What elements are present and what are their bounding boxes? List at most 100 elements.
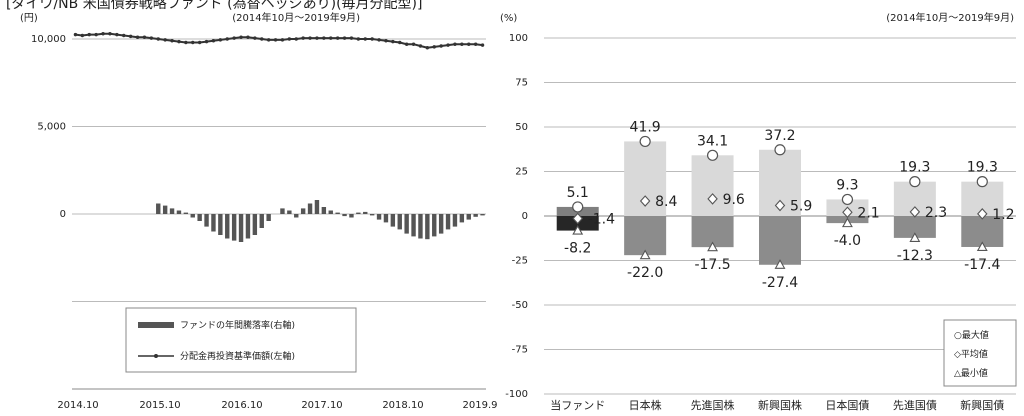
annual-return-bar — [156, 203, 161, 214]
category-label: 先進国株 — [691, 398, 735, 412]
annual-return-bar — [425, 214, 430, 240]
nav-point — [439, 44, 443, 48]
min-marker — [774, 259, 786, 269]
legend-line-label: 分配金再投資基準価額(左軸) — [180, 350, 295, 362]
nav-point — [308, 36, 312, 40]
max-value-label: 19.3 — [967, 160, 998, 176]
avg-value-label: 2.3 — [925, 205, 947, 221]
annual-return-bar — [480, 214, 485, 216]
avg-value-label: 9.6 — [723, 192, 745, 208]
nav-point — [342, 36, 347, 40]
annual-return-bar — [376, 214, 382, 220]
range-markers — [572, 135, 988, 269]
nav-point — [418, 44, 423, 48]
annual-return-bar — [363, 211, 368, 214]
annual-return-bar — [473, 214, 478, 217]
left-y-tick-label: 0 — [60, 209, 66, 220]
left-x-tick-label: 2014.10 — [57, 400, 98, 411]
max-value-label: 9.3 — [836, 177, 858, 193]
annual-return-bar — [369, 214, 375, 216]
return-range-chart: 100 75 50 25 0 -25 -50 -75 -100 5.1 -1.4 -8.2 41.9 8… — [505, 33, 1017, 412]
min-marker — [909, 232, 921, 242]
nav-point — [432, 45, 436, 49]
nav-point — [135, 35, 140, 39]
right-y-ticks: 100 75 50 25 0 -25 -50 -75 -100 — [505, 33, 528, 400]
max-marker — [909, 176, 921, 188]
annual-return-bar — [404, 214, 409, 234]
right-y-tick-label: -75 — [512, 345, 528, 356]
nav-point — [404, 42, 409, 46]
nav-point — [246, 35, 250, 39]
category-label: 日本株 — [629, 398, 662, 412]
annual-return-bar — [411, 214, 416, 237]
annual-return-bar — [218, 214, 223, 235]
nav-point — [329, 36, 333, 40]
avg-marker — [977, 208, 988, 220]
annual-return-bar — [452, 214, 458, 227]
nav-point — [170, 39, 174, 43]
max-marker — [841, 193, 854, 206]
legend-max: ○最大値 — [954, 329, 989, 341]
legend-min: △最小値 — [954, 367, 988, 379]
nav-point — [425, 46, 430, 50]
annual-return-bar — [300, 208, 306, 214]
nav-point — [467, 42, 471, 46]
max-value-label: 19.3 — [899, 160, 930, 176]
left-x-tick-label: 2019.9 — [463, 400, 498, 411]
nav-point — [335, 36, 340, 40]
annual-return-bar — [349, 214, 354, 218]
max-value-label: 41.9 — [630, 119, 661, 135]
annual-return-bar — [294, 214, 299, 218]
nav-point — [363, 37, 367, 41]
nav-point — [480, 43, 485, 47]
right-y-tick-label: -25 — [512, 256, 528, 267]
nav-points — [73, 32, 485, 50]
nav-point — [453, 42, 457, 46]
left-unit: (円) — [20, 13, 38, 24]
annual-return-bar — [390, 214, 396, 227]
min-bar — [624, 216, 667, 256]
nav-point — [446, 43, 450, 47]
nav-point — [163, 38, 167, 42]
right-y-tick-label: -50 — [512, 300, 528, 311]
nav-point — [266, 38, 271, 42]
max-value-label: 37.2 — [764, 128, 795, 144]
nav-point — [149, 36, 154, 40]
nav-point — [184, 40, 188, 45]
avg-marker — [774, 199, 786, 212]
right-y-tick-label: 50 — [515, 122, 528, 133]
category-label: 当ファンド — [550, 398, 605, 412]
avg-value-label: -1.4 — [588, 211, 615, 227]
annual-return-bar — [162, 205, 168, 214]
right-y-tick-label: 75 — [515, 78, 528, 89]
nav-point — [156, 37, 160, 41]
nav-point — [225, 37, 229, 41]
nav-point — [411, 42, 416, 46]
annual-return-bar — [397, 214, 402, 230]
left-y-tick-label: 5,000 — [37, 122, 66, 133]
nav-point — [294, 37, 298, 41]
avg-marker — [707, 193, 718, 205]
avg-marker — [909, 206, 921, 218]
annual-return-bar — [321, 207, 327, 214]
right-y-tick-label: -100 — [505, 389, 528, 400]
annual-return-bar — [445, 214, 451, 230]
category-label: 日本国債 — [825, 398, 869, 412]
annual-return-bar — [259, 214, 264, 228]
nav-point — [73, 32, 78, 37]
legend-avg: ◇平均値 — [954, 348, 988, 360]
category-label: 新興国債 — [960, 398, 1004, 412]
right-legend-box — [943, 319, 1017, 387]
nav-point — [384, 39, 388, 43]
avg-value-label: 8.4 — [655, 194, 677, 210]
nav-point — [211, 39, 216, 43]
min-value-label: -8.2 — [564, 241, 591, 257]
min-marker — [639, 249, 651, 260]
annual-return-bar — [266, 214, 271, 221]
left-gridlines — [72, 38, 486, 390]
max-marker — [774, 144, 786, 156]
annual-return-bar — [197, 214, 202, 221]
